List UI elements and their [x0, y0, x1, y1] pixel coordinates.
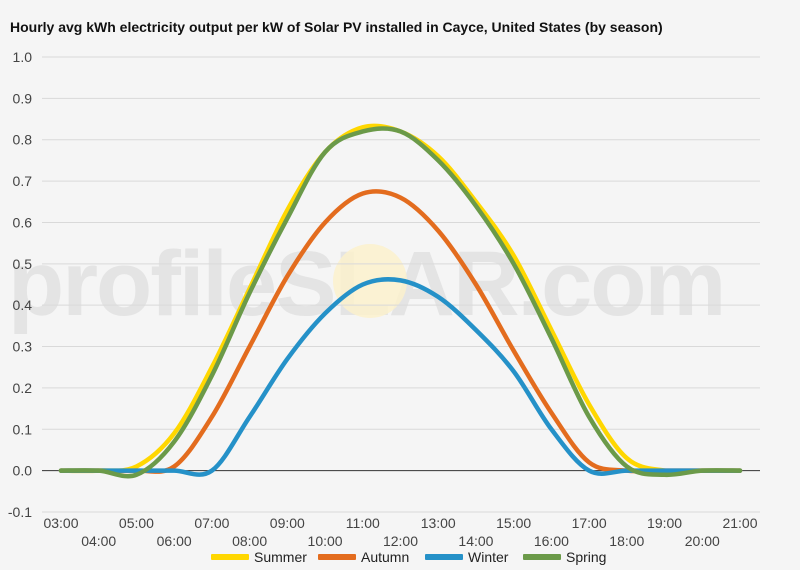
- x-tick-label: 04:00: [81, 533, 116, 549]
- y-tick-label: 0.2: [13, 380, 33, 396]
- y-tick-label: 0.4: [13, 297, 33, 313]
- x-tick-label: 14:00: [458, 533, 493, 549]
- x-tick-label: 10:00: [308, 533, 343, 549]
- legend-swatch: [211, 554, 249, 560]
- x-tick-label: 12:00: [383, 533, 418, 549]
- legend-item-autumn[interactable]: Autumn: [318, 549, 409, 565]
- x-tick-label: 20:00: [685, 533, 720, 549]
- series-line-spring: [58, 126, 743, 479]
- series-line-summer: [58, 123, 743, 474]
- x-tick-label: 21:00: [722, 515, 757, 531]
- legend-label: Winter: [468, 549, 509, 565]
- legend-swatch: [318, 554, 356, 560]
- legend-item-summer[interactable]: Summer: [211, 549, 307, 565]
- x-tick-label: 15:00: [496, 515, 531, 531]
- y-tick-label: -0.1: [8, 504, 32, 520]
- x-tick-label: 17:00: [572, 515, 607, 531]
- legend-item-winter[interactable]: Winter: [425, 549, 508, 565]
- y-tick-label: 0.3: [13, 339, 33, 355]
- y-tick-label: 0.9: [13, 90, 33, 106]
- x-tick-label: 03:00: [43, 515, 78, 531]
- legend-item-spring[interactable]: Spring: [523, 549, 606, 565]
- y-tick-label: 0.8: [13, 132, 33, 148]
- legend: Summer Autumn Winter Spring: [0, 549, 800, 569]
- x-tick-label: 13:00: [421, 515, 456, 531]
- legend-label: Spring: [566, 549, 607, 565]
- y-tick-label: 1.0: [13, 49, 33, 65]
- legend-swatch: [523, 554, 561, 560]
- series-line-winter: [58, 277, 743, 477]
- x-tick-label: 18:00: [609, 533, 644, 549]
- x-tick-label: 16:00: [534, 533, 569, 549]
- y-tick-label: 0.1: [13, 421, 33, 437]
- x-tick-label: 09:00: [270, 515, 305, 531]
- y-tick-label: 0.0: [13, 463, 33, 479]
- legend-label: Summer: [254, 549, 307, 565]
- y-tick-label: 0.5: [13, 256, 33, 272]
- legend-label: Autumn: [361, 549, 410, 565]
- x-tick-label: 06:00: [157, 533, 192, 549]
- x-tick-label: 05:00: [119, 515, 154, 531]
- legend-swatch: [425, 554, 463, 560]
- y-tick-label: 0.6: [13, 214, 33, 230]
- y-tick-label: 0.7: [13, 173, 33, 189]
- x-tick-label: 08:00: [232, 533, 267, 549]
- x-tick-label: 11:00: [346, 515, 380, 531]
- chart-title: Hourly avg kWh electricity output per kW…: [10, 19, 663, 35]
- x-tick-label: 19:00: [647, 515, 682, 531]
- x-tick-label: 07:00: [194, 515, 229, 531]
